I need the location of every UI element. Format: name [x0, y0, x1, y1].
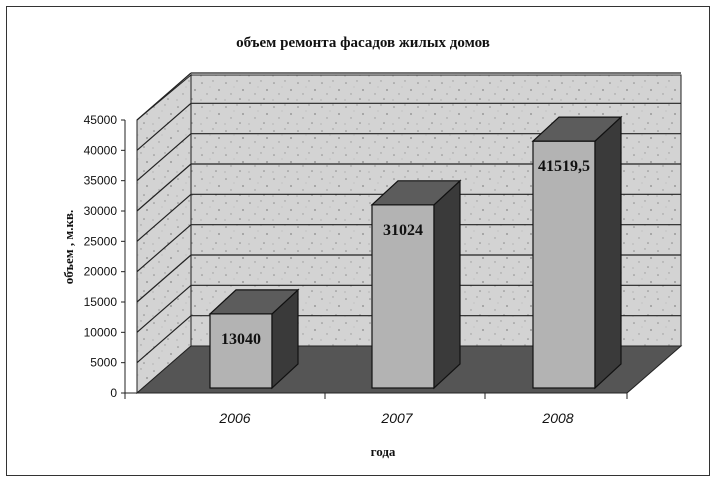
chart-title: объем ремонта фасадов жилых домов: [236, 35, 490, 51]
y-tick-label: 30000: [84, 204, 118, 218]
bar-front: [371, 204, 435, 389]
y-axis: 0 5000 10000 15000 20000 25000 30000 35000 40000…: [84, 113, 125, 400]
gridline-side: [136, 315, 192, 364]
bar-top: [208, 289, 300, 315]
gridline-side: [136, 193, 192, 242]
y-tick-label: 10000: [84, 325, 118, 339]
x-axis: 2006 2007 2008: [124, 393, 628, 426]
y-tick-label: 0: [110, 386, 117, 400]
data-label: 31024: [383, 222, 423, 239]
gridline-side: [136, 133, 192, 182]
gridline-side: [136, 163, 192, 212]
x-tick-label: 2008: [541, 410, 573, 426]
chart-frame: объем ремонта фасадов жилых домов 0 5000 1…: [6, 6, 710, 476]
y-tick-label: 25000: [84, 234, 118, 248]
bar-top: [370, 180, 462, 206]
x-tick-label: 2007: [380, 410, 413, 426]
y-tick-label: 40000: [84, 143, 118, 157]
y-tick-label: 20000: [84, 265, 118, 279]
bar-front: [532, 140, 596, 389]
y-tick-label: 45000: [84, 113, 118, 127]
bar-chart: объем ремонта фасадов жилых домов 0 5000 1…: [61, 35, 683, 459]
y-tick-label: 35000: [84, 174, 118, 188]
data-label: 13040: [221, 331, 261, 348]
y-tick-label: 5000: [90, 356, 117, 370]
y-tick-label: 15000: [84, 295, 118, 309]
bars: 13040 31024 41519,5: [208, 115, 623, 390]
gridline-side: [136, 254, 192, 303]
bar-top: [531, 116, 623, 142]
gridline-side: [136, 102, 192, 151]
x-tick-label: 2006: [218, 410, 250, 426]
y-axis-label: объем , м.кв.: [61, 210, 76, 285]
bar-side: [433, 179, 461, 390]
bar-side: [594, 115, 622, 390]
x-axis-label: года: [371, 444, 396, 459]
gridline-side: [136, 284, 192, 333]
gridline-side: [136, 224, 192, 273]
gridline-side: [136, 72, 192, 121]
data-label: 41519,5: [538, 158, 590, 175]
bar-front: [209, 313, 273, 389]
